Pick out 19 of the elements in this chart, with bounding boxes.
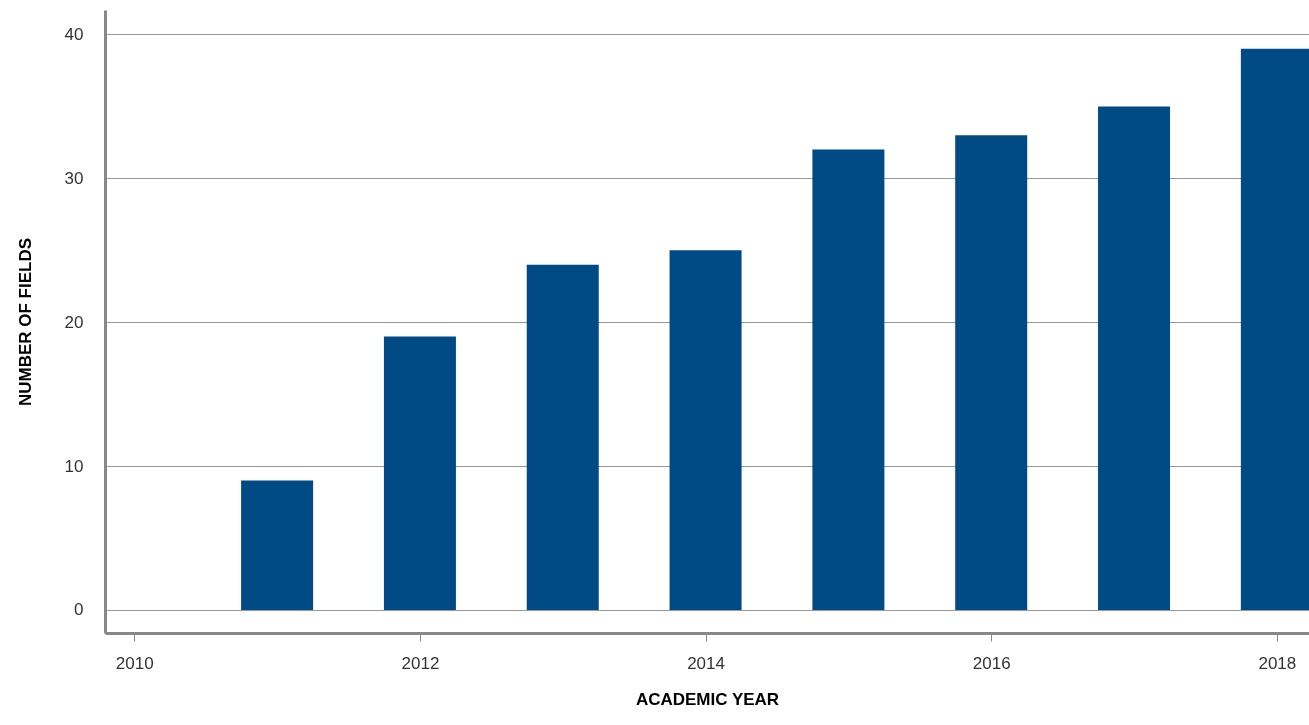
y-tick-label: 0 [74,600,84,620]
x-axis-title: ACADEMIC YEAR [635,689,780,709]
bar [669,250,742,610]
bar [955,135,1028,610]
x-tick-label: 2010 [115,653,154,673]
bar [383,336,456,610]
bar [241,480,314,610]
y-axis-title: NUMBER OF FIELDS [15,237,35,407]
y-tick-label: 40 [64,24,84,44]
y-tick-label: 10 [64,456,84,476]
x-tick-label: 2016 [972,653,1011,673]
bar [526,264,599,610]
bar [1098,106,1171,610]
y-tick-label: 20 [64,312,84,332]
bar [812,149,885,610]
x-tick-label: 2018 [1258,653,1297,673]
x-tick-label: 2014 [687,653,725,673]
y-tick-label: 30 [64,168,84,188]
x-tick-label: 2012 [401,653,440,673]
